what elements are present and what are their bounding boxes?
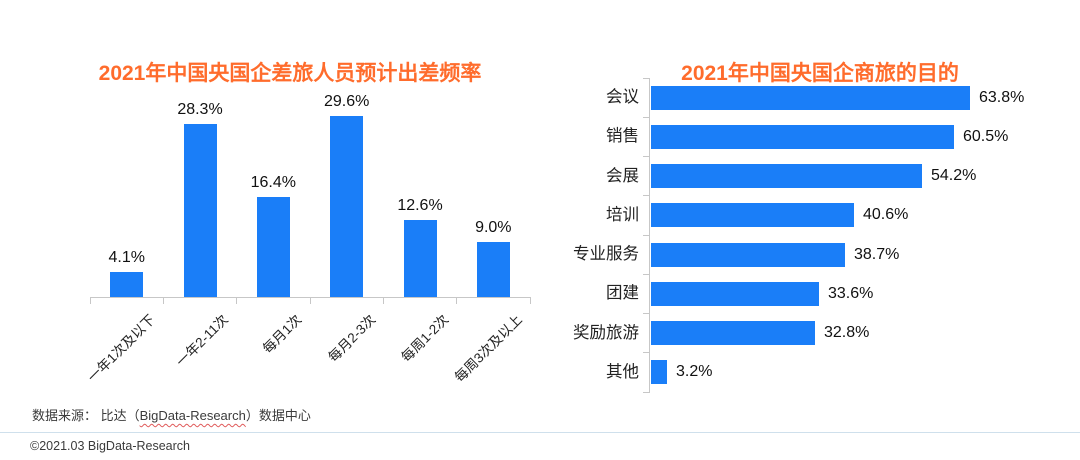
- right-chart-title: 2021年中国央国企商旅的目的: [681, 62, 959, 86]
- x-axis-tick: [382, 297, 384, 304]
- category-label: 会展: [606, 166, 639, 185]
- bar-value-label: 38.7%: [854, 245, 900, 263]
- source-prefix: 数据来源： 比达（: [32, 408, 140, 423]
- category-label: 一年1次及以下: [84, 311, 159, 386]
- copyright-note: ©2021.03 BigData-Research: [30, 439, 190, 453]
- y-axis-tick: [643, 313, 650, 314]
- purpose-bar: [651, 85, 970, 110]
- purpose-bar: [651, 321, 815, 346]
- y-axis-tick: [643, 352, 650, 354]
- frequency-bar-chart-plot: 4.1% 一年1次及以下 28.3% 一年2-11次 16.4% 每月1次 29.6% 每月2…: [85, 78, 531, 385]
- frequency-bar: [403, 220, 437, 297]
- frequency-bar: [256, 197, 290, 297]
- y-axis-tick: [643, 391, 650, 393]
- x-axis-tick: [529, 297, 531, 304]
- y-axis-tick: [643, 77, 650, 79]
- purpose-bar: [651, 203, 854, 228]
- y-axis-tick: [643, 156, 650, 157]
- frequency-bar: [330, 116, 364, 297]
- frequency-bar: [183, 124, 217, 297]
- category-label: 一年2-11次: [173, 311, 232, 370]
- category-label: 每周1-2次: [398, 311, 452, 365]
- category-label: 每月1次: [260, 311, 305, 357]
- frequency-bar: [476, 242, 510, 297]
- bar-value-label: 3.2%: [676, 363, 713, 381]
- category-label: 其他: [606, 362, 639, 381]
- bar-value-label: 33.6%: [828, 284, 874, 302]
- y-axis-tick: [643, 273, 650, 275]
- bar-value-label: 12.6%: [397, 197, 443, 214]
- data-source-note: 数据来源： 比达（BigData-Research）数据中心: [32, 405, 311, 424]
- purpose-bar: [651, 164, 922, 189]
- source-brand: BigData-Research: [139, 408, 246, 423]
- category-label: 会议: [606, 88, 639, 106]
- source-suffix: ）数据中心: [245, 408, 311, 423]
- purpose-bar: [651, 242, 845, 267]
- bar-value-label: 60.5%: [963, 127, 1009, 145]
- purpose-bar-chart-plot: 63.8% 会议 60.5% 销售 54.2% 会展 40.6% 培训 38.7% 专业服务 33.…: [573, 77, 1080, 393]
- category-label: 奖励旅游: [573, 323, 639, 342]
- bar-value-label: 4.1%: [108, 249, 145, 266]
- x-axis-tick: [89, 297, 91, 304]
- x-axis-tick: [236, 297, 238, 304]
- category-label: 培训: [606, 205, 639, 224]
- y-axis-tick: [643, 195, 650, 197]
- category-label: 每月2-3次: [325, 311, 379, 365]
- bar-value-label: 32.8%: [824, 324, 870, 342]
- bar-value-label: 40.6%: [863, 206, 909, 224]
- bar-value-label: 63.8%: [979, 88, 1025, 106]
- bar-value-label: 28.3%: [177, 101, 223, 118]
- x-axis-tick: [456, 297, 458, 304]
- bar-value-label: 16.4%: [250, 174, 296, 191]
- y-axis-tick: [643, 116, 650, 118]
- category-label: 专业服务: [573, 245, 639, 263]
- purpose-bar: [651, 124, 954, 149]
- bar-value-label: 54.2%: [931, 167, 977, 185]
- purpose-bar: [651, 360, 667, 385]
- left-chart-title: 2021年中国央国企差旅人员预计出差频率: [98, 62, 482, 86]
- y-axis-tick: [643, 234, 650, 236]
- x-axis-tick: [309, 297, 311, 304]
- frequency-bar: [110, 272, 144, 297]
- bar-value-label: 29.6%: [324, 93, 370, 110]
- x-axis-tick: [162, 297, 164, 304]
- footer-divider: [0, 432, 1080, 433]
- category-label: 团建: [606, 284, 639, 303]
- purpose-bar: [651, 281, 819, 306]
- bar-value-label: 9.0%: [475, 219, 512, 236]
- category-label: 销售: [606, 127, 639, 146]
